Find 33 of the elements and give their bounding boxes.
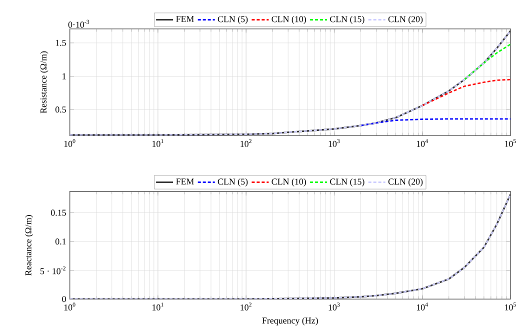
y-tick-label: 0.5: [55, 106, 66, 113]
x-tick-label: 10$^{1}$: [152, 139, 164, 147]
legend-label: CLN (20): [388, 16, 423, 24]
legend-label: CLN (5): [218, 178, 248, 186]
y-axis-title: Reactance (Ω/m): [25, 215, 34, 276]
x-axis-title: Frequency (Hz): [262, 317, 318, 326]
x-tick-label: 10$^{2}$: [240, 302, 252, 310]
x-tick-label: 10$^{3}$: [328, 302, 340, 310]
y-tick-label: 0.1: [55, 238, 66, 245]
legend-label: CLN (5): [218, 16, 248, 24]
x-tick-label: 10$^{2}$: [240, 139, 252, 147]
y-tick-label: 0.15: [50, 210, 66, 216]
x-tick-label: 10$^{1}$: [152, 302, 164, 310]
x-tick-label: 10$^{5}$: [505, 302, 516, 310]
text: 0·10$^{-3}$: [68, 20, 90, 28]
y-tick-label: 0: [62, 296, 66, 302]
y-axis-title: Resistance (Ω/m): [40, 51, 48, 114]
x-tick-label: 10$^{0}$: [64, 302, 76, 310]
x-tick-label: 10$^{4}$: [416, 302, 428, 310]
legend-label: CLN (20): [388, 178, 423, 186]
x-tick-label: 10$^{4}$: [416, 139, 428, 147]
x-tick-label: 10$^{3}$: [328, 139, 340, 147]
x-tick-label: 10$^{5}$: [505, 139, 516, 147]
x-tick-label: 10$^{0}$: [64, 139, 76, 147]
y-tick-label: 5 · 10$^{-2}$: [40, 266, 66, 274]
legend-label: CLN (10): [272, 16, 306, 24]
legend-label: FEM: [176, 16, 194, 22]
legend-label: CLN (15): [330, 16, 364, 24]
y-tick-label: 1: [62, 73, 66, 80]
legend-label: FEM: [176, 178, 194, 184]
y-tick-label: 1.5: [56, 40, 66, 46]
legend-label: CLN (10): [272, 178, 306, 186]
legend-label: CLN (15): [330, 178, 364, 186]
